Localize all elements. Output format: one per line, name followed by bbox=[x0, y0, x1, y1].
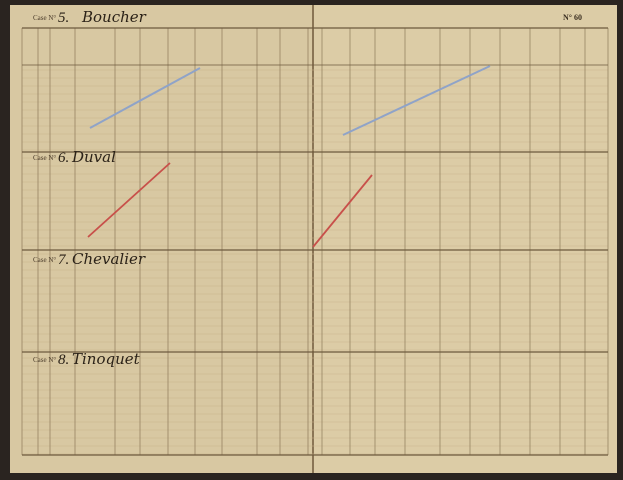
case-name: Boucher bbox=[81, 8, 147, 26]
case-label: Case N° bbox=[33, 14, 56, 22]
case-number: 5. bbox=[58, 10, 69, 26]
right-page bbox=[313, 5, 617, 473]
case-label: Case N° bbox=[33, 154, 56, 162]
case-label: Case N° bbox=[33, 256, 56, 264]
blue-strike bbox=[342, 65, 491, 136]
case-number: 8. bbox=[58, 352, 69, 368]
case-label: Case N° bbox=[33, 356, 56, 364]
left-page bbox=[10, 5, 313, 473]
case-name: Duval bbox=[71, 148, 116, 166]
rules bbox=[21, 27, 609, 456]
red-strike bbox=[312, 174, 373, 248]
case-number: 6. bbox=[58, 150, 69, 166]
page-number: N° 60 bbox=[563, 13, 582, 22]
red-strike bbox=[87, 162, 171, 238]
case-name: Tinoquet bbox=[72, 350, 141, 368]
case-name: Chevalier bbox=[72, 250, 146, 268]
case-number: 7. bbox=[58, 252, 69, 268]
blue-strike bbox=[89, 67, 201, 129]
